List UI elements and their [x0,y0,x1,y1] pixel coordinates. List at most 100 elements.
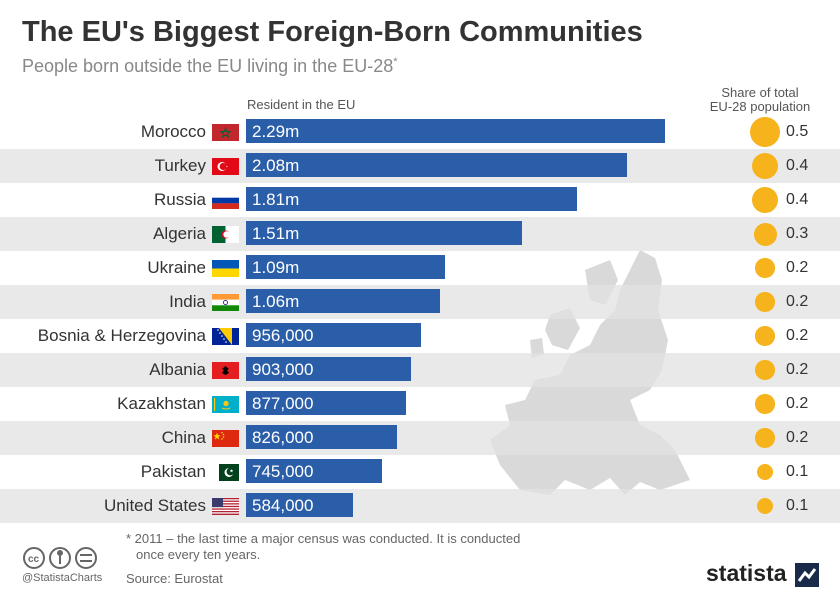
share-value-label: 0.2 [786,429,809,446]
chart-row: India 1.06m 0.2 [0,285,840,319]
bar-value-label: 877,000 [252,394,314,413]
share-dot [755,360,775,380]
bar-value-label: 903,000 [252,360,314,379]
share-dot [753,222,777,246]
bar [246,255,445,279]
footnote-line2: once every ten years. [136,547,261,562]
bar [246,493,353,517]
turkey-flag [212,158,239,175]
bar [246,119,665,143]
footnote-line1: * 2011 – the last time a major census wa… [126,531,521,546]
country-label: Turkey [154,156,206,175]
share-dot [750,117,780,147]
share-value-label: 0.3 [786,225,809,242]
cc-icon [23,547,45,569]
bar-value-label: 584,000 [252,496,314,515]
bar [246,289,440,313]
bar [246,357,411,381]
share-dot [755,428,775,448]
country-label: Albania [149,360,206,379]
morocco-flag [212,124,239,141]
chart-row: Turkey 2.08m 0.4 [0,149,840,183]
column-header-resident: Resident in the EU [247,97,356,112]
bar-value-label: 1.51m [252,224,300,243]
chart-row: Ukraine 1.09m 0.2 [0,251,840,285]
share-dot [757,464,773,480]
social-handle: @StatistaCharts [22,572,103,584]
bar [246,425,397,449]
chart-row: Albania 903,000 0.2 [0,353,840,387]
bar-value-label: 1.06m [252,292,300,311]
country-label: Pakistan [140,462,206,481]
share-dot [755,394,775,414]
share-value-label: 0.2 [786,395,809,412]
license-icons: cc [22,546,102,575]
albania-flag [212,362,239,379]
share-value-label: 0.1 [786,463,809,480]
share-value-label: 0.2 [786,361,809,378]
column-header-share-line2: EU-28 population [709,99,811,114]
country-label: United States [103,496,206,515]
source-text: Source: Eurostat [126,571,223,586]
bar [246,459,382,483]
ukraine-flag [212,260,239,277]
share-value-label: 0.2 [786,293,809,310]
share-dot [755,326,775,346]
pakistan-flag [212,464,239,481]
bosnia-flag [212,328,239,345]
chart-row: China 826,000 0.2 [0,421,840,455]
bar [246,153,627,177]
chart-row: Bosnia & Herzegovina 956,000 0.2 [0,319,840,353]
bar [246,221,522,245]
chart-row: Morocco 2.29m 0.5 [0,115,840,149]
share-dot [757,498,773,514]
chart-title: The EU's Biggest Foreign-Born Communitie… [22,16,643,48]
bar [246,187,577,211]
chart-row: Kazakhstan 877,000 0.2 [0,387,840,421]
country-label: Morocco [140,122,206,141]
country-label: China [161,428,206,447]
country-label: Kazakhstan [117,394,206,413]
share-value-label: 0.4 [786,157,809,174]
share-dot [751,186,779,214]
share-value-label: 0.1 [786,497,809,514]
by-icon [49,547,71,569]
bar-value-label: 745,000 [252,462,314,481]
share-value-label: 0.2 [786,327,809,344]
india-flag [212,294,239,311]
subtitle-footnote-mark: * [393,56,398,68]
subtitle-text: People born outside the EU living in the… [22,56,394,76]
chart-row: Russia 1.81m 0.4 [0,183,840,217]
bar [246,323,421,347]
statista-brand: statista [706,560,787,586]
usa-flag [212,498,239,515]
china-flag [212,430,239,447]
chart-subtitle: People born outside the EU living in the… [22,56,398,77]
share-dot [755,292,775,312]
country-label: India [169,292,206,311]
share-value-label: 0.2 [786,259,809,276]
chart-row: United States 584,000 0.1 [0,489,840,523]
chart-row: Pakistan 745,000 0.1 [0,455,840,489]
russia-flag [212,192,239,209]
country-label: Russia [154,190,206,209]
country-label: Algeria [153,224,206,243]
svg-text:cc: cc [28,554,40,565]
bar [246,391,406,415]
footnote: * 2011 – the last time a major census wa… [126,531,586,563]
statista-logo-icon [795,563,819,587]
bar-value-label: 826,000 [252,428,314,447]
share-dot [755,258,775,278]
country-label: Bosnia & Herzegovina [37,326,206,345]
bar-value-label: 2.08m [252,156,300,175]
column-header-share-line1: Share of total [721,85,799,100]
bar-value-label: 1.81m [252,190,300,209]
bar-value-label: 956,000 [252,326,314,345]
share-value-label: 0.4 [786,191,809,208]
country-label: Ukraine [147,258,206,277]
column-header-share: Share of total EU-28 population [700,86,820,114]
bar-value-label: 2.29m [252,122,300,141]
bar-value-label: 1.09m [252,258,300,277]
chart-row: Algeria 1.51m 0.3 [0,217,840,251]
nd-icon [75,547,97,569]
